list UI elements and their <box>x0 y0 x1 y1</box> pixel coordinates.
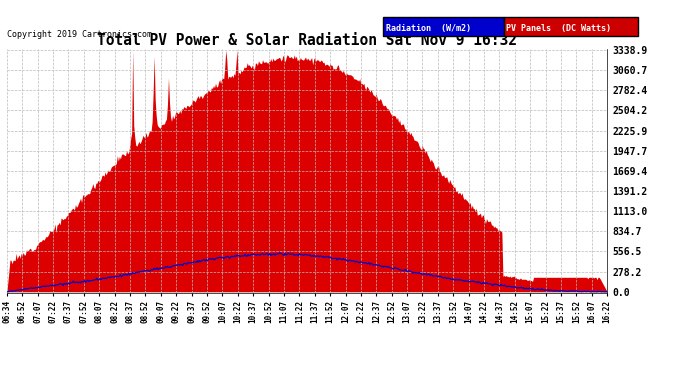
Text: Radiation  (W/m2): Radiation (W/m2) <box>386 24 471 33</box>
Title: Total PV Power & Solar Radiation Sat Nov 9 16:32: Total PV Power & Solar Radiation Sat Nov… <box>97 33 517 48</box>
Text: PV Panels  (DC Watts): PV Panels (DC Watts) <box>506 24 611 33</box>
Text: Copyright 2019 Cartronics.com: Copyright 2019 Cartronics.com <box>7 30 152 39</box>
